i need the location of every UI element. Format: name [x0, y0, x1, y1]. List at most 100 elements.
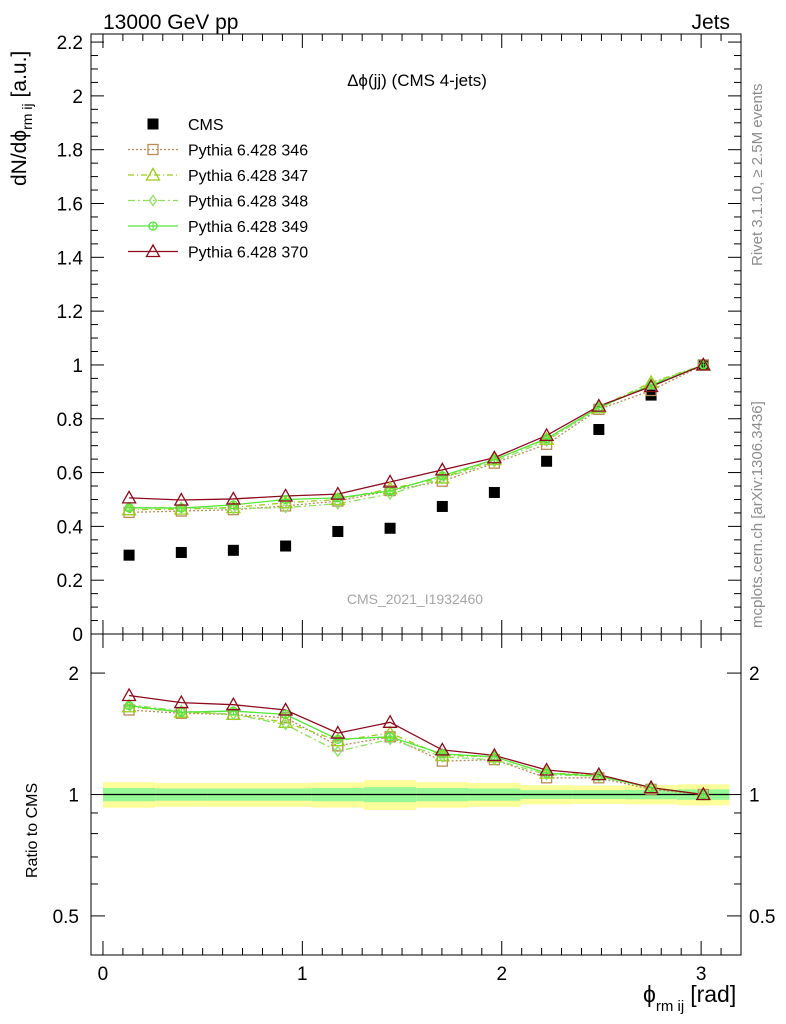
header-left: 13000 GeV pp	[103, 11, 238, 34]
ratio-point	[384, 731, 396, 743]
data-point	[280, 540, 292, 552]
ratio-point	[277, 702, 294, 716]
y-axis-label-main: dN/dϕ	[8, 130, 31, 186]
y-tick-label: 2.2	[57, 33, 83, 54]
ratio-point	[437, 749, 447, 759]
data-point	[488, 486, 500, 498]
ratio-point	[229, 708, 238, 721]
legend-label: Pythia 6.428 348	[188, 194, 308, 211]
y-tick-label: 1.2	[57, 302, 83, 323]
ratio-point	[176, 707, 186, 717]
y-tick-label: 0.8	[57, 410, 83, 431]
ratio-y-label: Ratio to CMS	[24, 783, 41, 878]
data-point	[385, 487, 395, 501]
ratio-point	[121, 687, 137, 702]
y-tick-label: 2	[72, 87, 83, 108]
ratio-point	[538, 762, 555, 776]
y-axis-label-unit: [a.u.]	[8, 51, 31, 98]
x-tick-label: 2	[496, 964, 507, 985]
ratio-point	[225, 696, 241, 711]
legend-label: Pythia 6.428 347	[188, 168, 308, 185]
data-point	[541, 434, 552, 444]
series-lines-layer	[128, 364, 704, 796]
data-point	[330, 486, 346, 500]
x-axis-label: ϕrm ij [rad]	[643, 981, 736, 1015]
data-point	[229, 502, 238, 515]
data-point	[333, 497, 343, 510]
ratio-point	[333, 745, 343, 758]
legend-marker	[145, 243, 161, 258]
ratio-point	[228, 706, 239, 716]
ratio-y-tick-label-right: 1	[749, 786, 760, 807]
data-point	[121, 490, 137, 504]
data-point	[594, 402, 604, 415]
data-point	[385, 486, 395, 496]
data-point	[280, 494, 291, 505]
ratio-line	[129, 709, 704, 796]
series-line	[129, 364, 704, 509]
x-tick-label: 1	[297, 964, 308, 985]
data-point	[228, 500, 239, 510]
series-line	[129, 364, 704, 511]
ratio-y-tick-label: 1	[68, 786, 79, 807]
ratio-y-tick-label-right: 0.5	[749, 907, 775, 928]
ratio-y-tick-label: 2	[68, 664, 79, 685]
ratio-point	[490, 753, 499, 766]
ratio-point	[281, 718, 290, 731]
y-tick-label: 0.2	[57, 571, 83, 592]
y-tick-label: 0.6	[57, 464, 83, 485]
rivet-label: Rivet 3.1.10, ≥ 2.5M events	[749, 84, 766, 267]
data-point	[124, 503, 134, 513]
ratio-point	[333, 734, 343, 745]
axes-layer: 0 0.2 0.4 0.6 0.8 1 1.2 1.4 1.6 1.8 2 2.2 0 1 2 3 0.5 0.5…	[53, 33, 776, 985]
legend-label: Pythia 6.428 346	[188, 143, 308, 160]
data-point	[384, 522, 396, 534]
data-point	[643, 378, 659, 393]
ratio-line	[129, 704, 704, 796]
x-axis-label-main: ϕ	[643, 981, 656, 1007]
data-point	[486, 451, 502, 466]
x-tick-label: 0	[98, 964, 109, 985]
y-tick-label: 1	[72, 356, 83, 377]
data-point	[593, 424, 605, 436]
ratio-point	[330, 725, 346, 739]
legend-marker	[148, 221, 158, 231]
legend-label: Pythia 6.428 370	[188, 245, 308, 262]
y-axis-label-sub: rm ij	[19, 103, 35, 129]
y-tick-label: 0.4	[57, 517, 84, 538]
series-line	[129, 364, 704, 510]
data-point	[538, 427, 555, 442]
data-point	[437, 471, 447, 481]
ratio-point	[277, 714, 294, 728]
mcplots-label: mcplots.cern.ch [arXiv:1306.3436]	[749, 401, 766, 628]
data-point	[436, 500, 448, 512]
data-point	[281, 501, 290, 514]
data-point	[123, 549, 135, 561]
ratio-point	[385, 732, 395, 742]
ratio-point	[124, 701, 134, 711]
data-point	[277, 488, 294, 502]
data-point	[434, 462, 450, 476]
ratio-point	[486, 747, 502, 762]
watermark: CMS_2021_I1932460	[347, 591, 483, 607]
data-point	[438, 472, 447, 485]
legend-marker	[148, 194, 158, 207]
data-point	[541, 455, 553, 467]
ratio-point	[434, 742, 450, 756]
ratio-point	[538, 765, 555, 779]
x-axis-label-unit: [rad]	[690, 981, 736, 1007]
data-point	[486, 449, 502, 464]
data-point	[332, 525, 344, 537]
ratio-point	[695, 786, 711, 801]
y-tick-label: 1.4	[57, 248, 84, 269]
data-point	[124, 501, 134, 514]
ratio-point	[173, 694, 189, 709]
y-tick-label: 0	[72, 625, 83, 646]
y-tick-label: 1.6	[57, 195, 83, 216]
data-point	[695, 357, 711, 371]
data-point	[225, 491, 241, 505]
data-point	[591, 398, 607, 412]
series-line	[129, 364, 704, 501]
data-point	[333, 493, 343, 503]
data-point	[227, 544, 239, 556]
